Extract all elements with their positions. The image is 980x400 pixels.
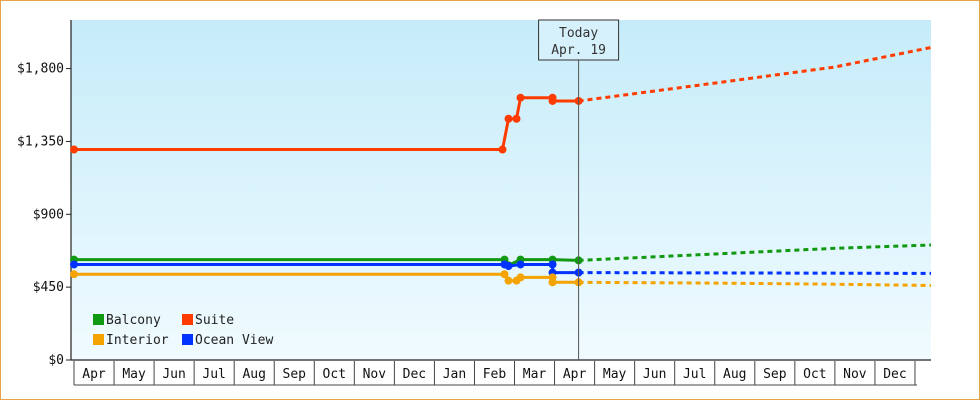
x-month-label: Feb [483, 367, 507, 382]
y-axis: $0 $450 $900 $1,350 $1,800 [17, 20, 72, 368]
x-month-label: Sep [763, 367, 787, 382]
y-tick-label: $0 [48, 353, 64, 368]
legend-swatch-suite [182, 314, 193, 325]
data-point-interior [500, 270, 509, 279]
today-marker: Today Apr. 19 [538, 19, 620, 360]
series-forecast-ocean-view [578, 271, 932, 275]
legend-swatch-balcony [93, 314, 104, 325]
legend-label-suite: Suite [195, 313, 234, 328]
data-point-interior [504, 276, 513, 285]
legend-swatch-interior [93, 334, 104, 345]
today-date-label: Apr. 19 [551, 43, 606, 58]
y-tick-label: $1,800 [17, 62, 64, 77]
legend-swatch-ocean-view [182, 334, 193, 345]
x-month-label: May [122, 367, 146, 382]
x-month-label: Apr [563, 367, 587, 382]
x-month-label: Dec [403, 367, 426, 382]
x-month-label: Oct [323, 367, 346, 382]
legend-label-ocean-view: Ocean View [195, 333, 273, 348]
x-month-label: Apr [82, 367, 106, 382]
data-point-ocean-view [504, 262, 513, 271]
x-month-label: May [603, 367, 627, 382]
x-axis: Apr May Jun Jul Aug Sep Oct Nov Dec Jan Feb Mar Apr M… [71, 359, 931, 386]
x-month-label: Nov [363, 367, 387, 382]
x-month-label: Nov [843, 367, 867, 382]
x-month-label: Aug [242, 367, 265, 382]
x-month-label: Jun [643, 367, 666, 382]
x-month-label: Jul [202, 367, 225, 382]
series-forecast-suite [578, 46, 932, 103]
data-point-interior [548, 278, 557, 287]
x-month-label: Sep [283, 367, 307, 382]
data-point-ocean-view [70, 260, 78, 269]
x-month-label: Oct [803, 367, 826, 382]
data-point-ocean-view [548, 260, 557, 269]
x-month-label: Dec [883, 367, 906, 382]
x-month-label: Jan [443, 367, 466, 382]
plot-background [71, 20, 931, 360]
data-point-suite [70, 145, 78, 154]
x-month-label: Jul [683, 367, 706, 382]
y-tick-label: $450 [33, 280, 64, 295]
data-point-suite [498, 145, 507, 154]
x-month-label: Mar [523, 367, 547, 382]
legend: Balcony Suite Interior Ocean View [93, 313, 273, 348]
data-point-interior [516, 273, 525, 282]
today-label: Today [559, 26, 598, 41]
x-month-label: Aug [723, 367, 746, 382]
data-point-suite [548, 96, 557, 105]
data-point-suite [504, 114, 513, 123]
legend-label-balcony: Balcony [106, 313, 161, 328]
data-point-suite [516, 93, 525, 102]
series-line-balcony [74, 258, 579, 267]
x-month-label: Jun [162, 367, 185, 382]
legend-label-interior: Interior [106, 333, 169, 348]
y-tick-label: $900 [33, 207, 64, 222]
data-point-suite [512, 114, 521, 123]
data-point-ocean-view [516, 260, 525, 269]
today-box [538, 19, 620, 61]
data-point-interior [70, 270, 78, 279]
y-tick-label: $1,350 [17, 134, 64, 149]
